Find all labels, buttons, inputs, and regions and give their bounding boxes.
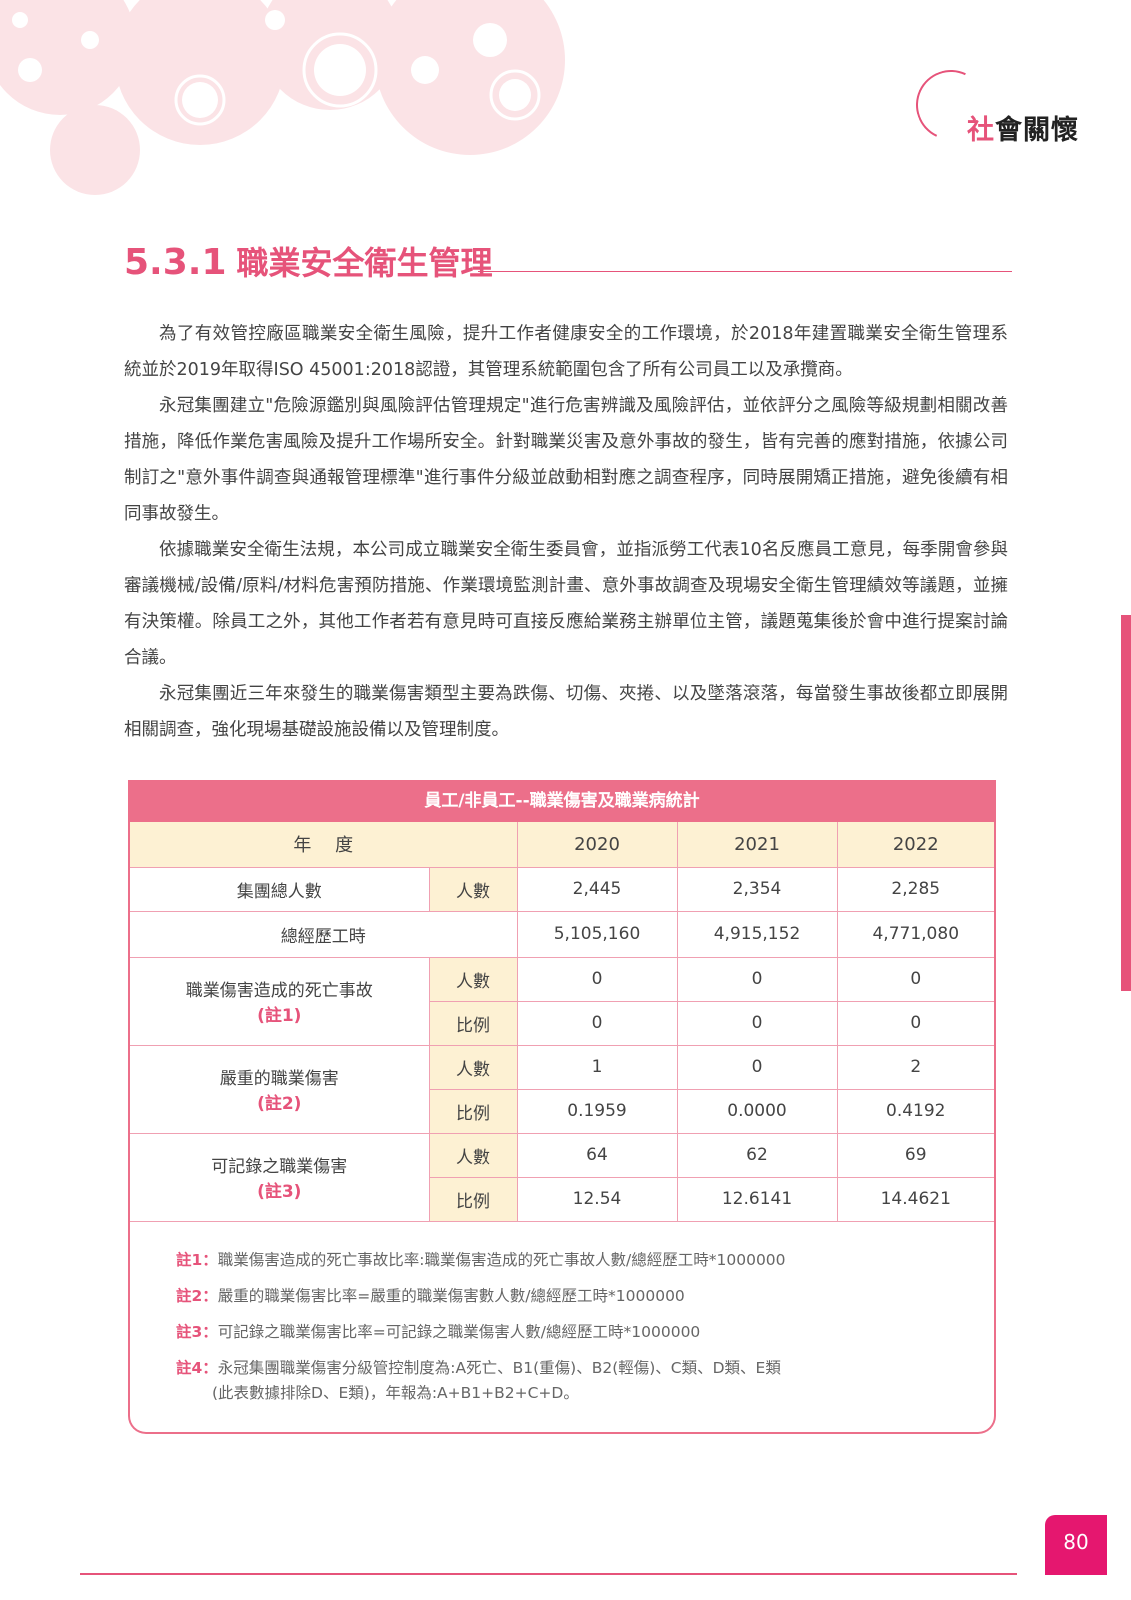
- table-title: 員工/非員工--職業傷害及職業病統計: [128, 780, 996, 822]
- group-label: 嚴重的職業傷害 (註2): [130, 1044, 430, 1134]
- table-row: 集團總人數 人數 2,445 2,354 2,285: [130, 866, 994, 912]
- note-text: 嚴重的職業傷害比率=嚴重的職業傷害數人數/總經歷工時*1000000: [217, 1286, 685, 1305]
- note-item: 註1：職業傷害造成的死亡事故比率:職業傷害造成的死亡事故人數/總經歷工時*100…: [176, 1242, 994, 1278]
- note-text: 永冠集團職業傷害分級管控制度為:A死亡、B1(重傷)、B2(輕傷)、C類、D類、…: [217, 1358, 781, 1377]
- value-cell: 69: [836, 1132, 994, 1178]
- unit-cell: 比例: [429, 1176, 518, 1222]
- section-header-rest: 會關懷: [995, 115, 1079, 146]
- page-title: 5.3.1 職業安全衛生管理: [124, 238, 493, 284]
- note-reference: (註2): [257, 1094, 302, 1114]
- gears-decoration: [0, 0, 565, 195]
- note-text: 職業傷害造成的死亡事故比率:職業傷害造成的死亡事故人數/總經歷工時*100000…: [217, 1250, 786, 1269]
- table-row: 比例 12.54 12.6141 14.4621: [130, 1176, 994, 1222]
- footer-divider: [80, 1573, 1017, 1575]
- note-reference: (註1): [257, 1006, 302, 1026]
- note-item: 註4：永冠集團職業傷害分級管控制度為:A死亡、B1(重傷)、B2(輕傷)、C類、…: [176, 1350, 994, 1386]
- row-label: 總經歷工時: [130, 910, 518, 958]
- paragraph: 永冠集團建立"危險源鑑別與風險評估管理規定"進行危害辨識及風險評估，並依評分之風…: [124, 396, 1008, 524]
- table-notes: 註1：職業傷害造成的死亡事故比率:職業傷害造成的死亡事故人數/總經歷工時*100…: [130, 1222, 994, 1406]
- note-label: 註1：: [176, 1250, 218, 1269]
- unit-cell: 比例: [429, 1000, 518, 1046]
- note-label: 註3：: [176, 1322, 218, 1341]
- section-header-first: 社: [967, 115, 995, 146]
- value-cell: 0.4192: [836, 1088, 994, 1134]
- table-header-row: 年 度 2020 2021 2022: [130, 822, 994, 868]
- value-cell: 4,915,152: [676, 910, 838, 958]
- paragraph: 為了有效管控廠區職業安全衛生風險，提升工作者健康安全的工作環境，於2018年建置…: [124, 324, 1008, 380]
- unit-cell: 人數: [428, 866, 518, 912]
- value-cell: 12.54: [516, 1176, 678, 1222]
- note-label: 註2：: [176, 1286, 218, 1305]
- year-header: 2022: [836, 822, 994, 868]
- value-cell: 0: [836, 1000, 994, 1046]
- value-cell: 0.0000: [676, 1088, 838, 1134]
- value-cell: 0.1959: [516, 1088, 678, 1134]
- row-label: 集團總人數: [130, 866, 430, 912]
- body-text: 為了有效管控廠區職業安全衛生風險，提升工作者健康安全的工作環境，於2018年建置…: [124, 316, 1008, 748]
- note-continuation: (此表數據排除D、E類)，年報為:A+B1+B2+C+D。: [212, 1383, 579, 1402]
- group-label-text: 可記錄之職業傷害: [211, 1157, 348, 1177]
- unit-cell: 人數: [428, 957, 518, 1002]
- paragraph: 依據職業安全衛生法規，本公司成立職業安全衛生委員會，並指派勞工代表10名反應員工…: [124, 540, 1008, 668]
- value-cell: 0: [516, 957, 678, 1002]
- table-row: 總經歷工時 5,105,160 4,915,152 4,771,080: [130, 910, 994, 958]
- year-label: 年 度: [130, 822, 518, 868]
- title-divider: [478, 271, 1012, 272]
- note-reference: (註3): [257, 1182, 302, 1202]
- side-tab-marker: [1121, 615, 1131, 991]
- note-item: 註3：可記錄之職業傷害比率=可記錄之職業傷害人數/總經歷工時*1000000: [176, 1314, 994, 1350]
- year-header: 2020: [516, 822, 678, 868]
- value-cell: 2,354: [676, 866, 838, 912]
- note-text: 可記錄之職業傷害比率=可記錄之職業傷害人數/總經歷工時*1000000: [217, 1322, 701, 1341]
- value-cell: 64: [516, 1132, 678, 1178]
- value-cell: 14.4621: [836, 1176, 994, 1222]
- value-cell: 2: [836, 1044, 994, 1090]
- value-cell: 4,771,080: [836, 910, 994, 958]
- value-cell: 12.6141: [676, 1176, 838, 1222]
- unit-cell: 人數: [428, 1132, 518, 1178]
- group-label-text: 嚴重的職業傷害: [219, 1069, 339, 1089]
- value-cell: 0: [516, 1000, 678, 1046]
- paragraph: 永冠集團近三年來發生的職業傷害類型主要為跌傷、切傷、夾捲、以及墜落滾落，每當發生…: [124, 684, 1008, 740]
- title-text: 職業安全衛生管理: [236, 244, 493, 282]
- group-label-text: 職業傷害造成的死亡事故: [185, 981, 373, 1001]
- group-label: 職業傷害造成的死亡事故 (註1): [130, 957, 430, 1046]
- value-cell: 0: [676, 1000, 838, 1046]
- note-item: 註2：嚴重的職業傷害比率=嚴重的職業傷害數人數/總經歷工時*1000000: [176, 1278, 994, 1314]
- unit-cell: 比例: [429, 1088, 518, 1134]
- value-cell: 0: [836, 957, 994, 1002]
- section-header: 社會關懷: [967, 108, 1079, 147]
- value-cell: 0: [676, 1044, 838, 1090]
- unit-cell: 人數: [428, 1044, 518, 1090]
- group-label: 可記錄之職業傷害 (註3): [130, 1132, 430, 1222]
- note-label: 註4：: [176, 1358, 218, 1377]
- value-cell: 0: [676, 957, 838, 1002]
- year-header: 2021: [676, 822, 838, 868]
- value-cell: 2,285: [836, 866, 994, 912]
- injury-stats-table-box: 員工/非員工--職業傷害及職業病統計 年 度 2020 2021 2022 集團…: [128, 780, 996, 1434]
- title-number: 5.3.1: [124, 242, 227, 283]
- table-row: 可記錄之職業傷害 (註3) 人數 64 62 69: [130, 1132, 994, 1222]
- value-cell: 62: [676, 1132, 838, 1178]
- injury-stats-table: 年 度 2020 2021 2022 集團總人數 人數 2,445 2,354 …: [130, 822, 994, 1222]
- value-cell: 5,105,160: [516, 910, 678, 958]
- value-cell: 1: [516, 1044, 678, 1090]
- value-cell: 2,445: [516, 866, 678, 912]
- page-number: 80: [1045, 1515, 1107, 1575]
